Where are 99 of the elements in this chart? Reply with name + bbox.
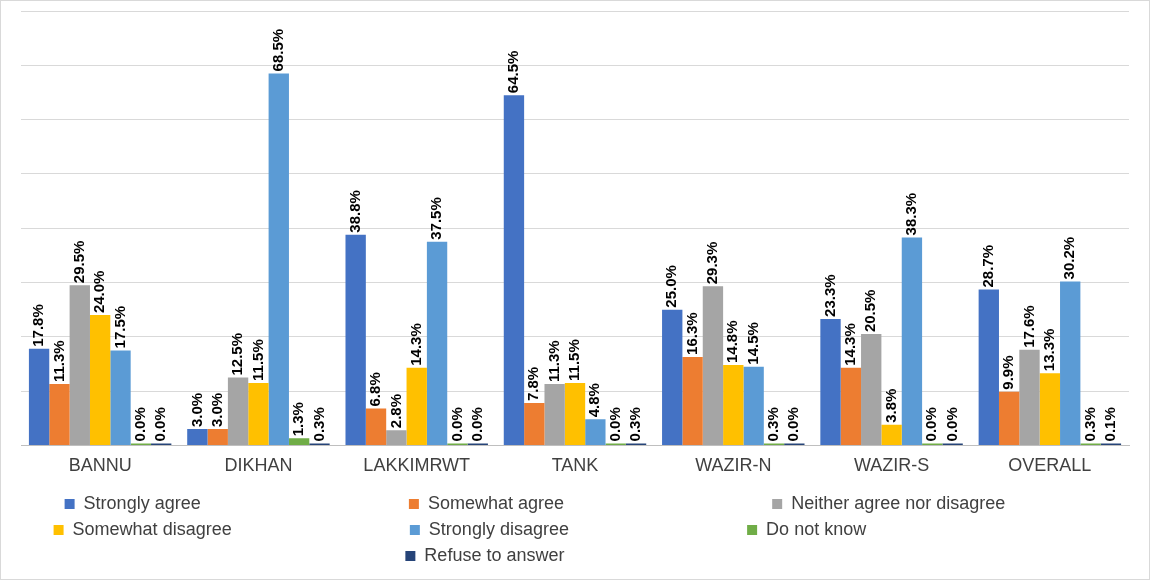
data-label: 29.5%	[69, 240, 87, 284]
bar	[901, 237, 923, 445]
data-label: 25.0%	[662, 265, 680, 308]
bar	[187, 429, 208, 445]
data-label: 11.3%	[544, 340, 562, 383]
data-label: 1.3%	[289, 402, 307, 437]
bar	[682, 356, 703, 445]
data-label: 14.8%	[723, 320, 741, 364]
bar	[1039, 373, 1061, 445]
bar	[406, 367, 427, 445]
data-label: 38.3%	[902, 192, 920, 236]
data-label: 0.0%	[605, 407, 623, 442]
data-label: 17.6%	[1019, 305, 1037, 348]
data-label: 28.7%	[978, 245, 996, 288]
data-label: 0.3%	[764, 407, 782, 442]
data-label: 17.8%	[29, 304, 47, 347]
data-label: 3.8%	[881, 388, 899, 423]
x-tick-label: OVERALL	[1008, 455, 1092, 476]
bar	[1060, 281, 1081, 445]
data-label: 12.5%	[228, 332, 246, 376]
data-label: 16.3%	[682, 312, 700, 355]
bar	[365, 408, 387, 445]
legend-label: Neither agree nor disagree	[791, 492, 1086, 513]
bar	[69, 285, 90, 445]
legend-label: Somewhat agree	[427, 492, 765, 513]
bar	[820, 318, 841, 445]
data-label: 64.5%	[504, 50, 522, 94]
data-label: 24.0%	[90, 270, 108, 314]
bar	[248, 382, 269, 445]
x-tick-label: DIKHAN	[224, 455, 293, 476]
bar	[723, 365, 744, 445]
data-label: 20.5%	[861, 289, 879, 333]
legend-label: Strongly agree	[83, 492, 401, 513]
x-tick-label: TANK	[551, 455, 599, 476]
bar	[564, 382, 586, 445]
bar	[840, 367, 862, 445]
data-label: 0.0%	[151, 407, 169, 442]
data-label: 11.5%	[248, 339, 266, 381]
bar	[386, 430, 407, 445]
data-label: 23.3%	[820, 274, 838, 317]
bar	[503, 95, 525, 445]
bar	[49, 384, 70, 445]
data-label: 0.0%	[942, 407, 960, 442]
legend-label: Do not know	[766, 518, 1097, 539]
legend-label: Refuse to answer	[424, 544, 745, 565]
data-label: 13.3%	[1040, 328, 1057, 372]
bar	[662, 309, 683, 445]
data-label: 68.5%	[268, 28, 286, 72]
data-label: 14.3%	[406, 323, 424, 366]
bar	[998, 391, 1020, 445]
bar	[227, 377, 249, 445]
data-label: 14.3%	[841, 323, 859, 366]
data-label: 4.8%	[585, 383, 603, 418]
bar	[702, 286, 724, 445]
data-label: 9.9%	[999, 355, 1017, 390]
data-label: 17.5%	[110, 305, 128, 349]
data-label: 14.5%	[743, 322, 761, 365]
x-tick-label: WAZIR-N	[695, 455, 772, 476]
bar	[978, 289, 999, 445]
bar	[89, 315, 111, 445]
data-label: 3.0%	[207, 392, 225, 428]
data-label: 38.8%	[345, 190, 363, 233]
bar	[881, 424, 902, 445]
bar	[288, 438, 310, 445]
data-label: 11.5%	[565, 339, 583, 381]
bar	[426, 241, 448, 445]
data-label: 0.3%	[626, 407, 644, 442]
data-label: 0.3%	[309, 407, 327, 442]
x-tick-label: LAKKIMRWT	[363, 455, 471, 476]
data-label: 0.3%	[1080, 407, 1098, 442]
bar	[28, 348, 50, 445]
bar	[207, 429, 228, 445]
bar	[743, 366, 764, 445]
data-label: 0.0%	[447, 407, 465, 442]
x-tick-label: WAZIR-S	[853, 455, 930, 476]
bar	[110, 350, 131, 445]
data-label: 2.8%	[386, 393, 404, 429]
data-label: 0.0%	[922, 407, 940, 442]
data-label: 11.3%	[49, 340, 67, 383]
data-label: 0.1%	[1101, 407, 1119, 442]
data-label: 37.5%	[427, 197, 445, 240]
legend-label: Strongly disagree	[428, 518, 740, 539]
data-label: 0.0%	[467, 407, 485, 442]
data-label: 0.0%	[784, 407, 802, 442]
bar	[345, 234, 366, 445]
data-label: 6.8%	[366, 372, 384, 407]
data-label: 0.0%	[130, 407, 148, 442]
x-tick-label: BANNU	[68, 455, 132, 476]
bar	[268, 73, 289, 445]
bar	[1019, 349, 1040, 445]
bar	[861, 334, 882, 445]
data-label: 29.3%	[703, 241, 721, 285]
data-label: 3.0%	[187, 392, 205, 428]
data-label: 7.8%	[524, 366, 542, 402]
bar	[585, 419, 606, 445]
legend-label: Somewhat disagree	[72, 518, 402, 539]
bar	[524, 403, 545, 445]
data-label: 30.2%	[1060, 236, 1078, 280]
bar	[544, 384, 565, 445]
